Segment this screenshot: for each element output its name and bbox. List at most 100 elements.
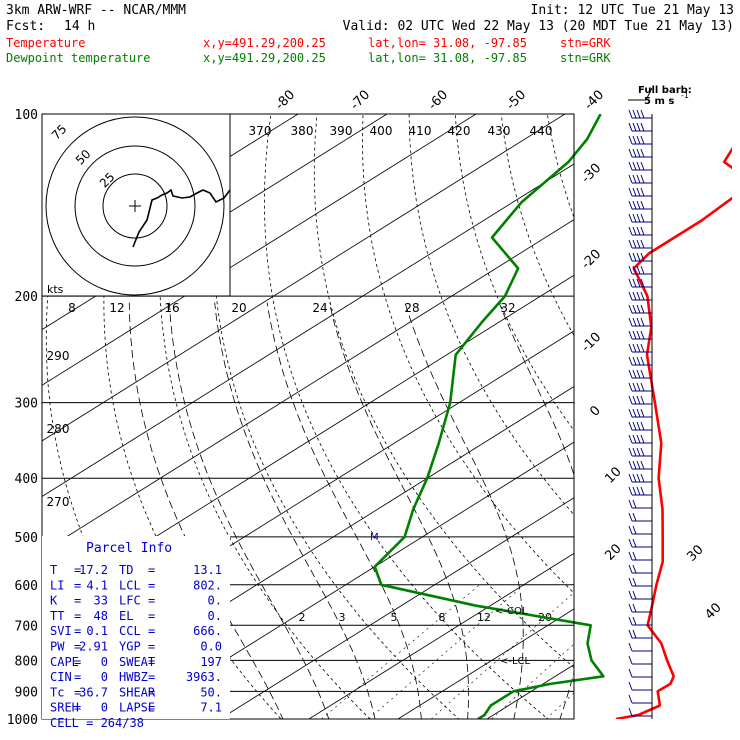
wind-barb xyxy=(628,408,652,418)
parcel-key: YGP xyxy=(119,640,141,654)
mixing-ratio-label: 3 xyxy=(339,611,346,624)
isotherm-label: -40 xyxy=(582,88,608,114)
parcel-equals: = xyxy=(148,685,155,699)
parcel-value: 17.2 xyxy=(79,563,108,577)
wind-barbs xyxy=(628,109,652,717)
parcel-equals: = xyxy=(148,563,155,577)
dewpoint-temperature-line xyxy=(373,114,605,719)
mixing-ratio-label: 12 xyxy=(477,611,491,624)
wind-barb xyxy=(628,486,652,496)
parcel-key: LFC xyxy=(119,594,141,608)
wind-barb xyxy=(628,551,652,561)
wind-barb xyxy=(628,187,652,197)
parcel-key: LCL xyxy=(119,578,141,592)
wind-barb xyxy=(628,538,652,548)
parcel-value: 33 xyxy=(94,594,108,608)
wind-barb xyxy=(628,564,652,574)
dry-adiabat xyxy=(0,114,22,732)
parcel-equals: = xyxy=(148,594,155,608)
parcel-equals: = xyxy=(148,655,155,669)
mixing-ratio-label: 32 xyxy=(500,301,515,315)
parcel-box-bg xyxy=(42,536,230,719)
theta-label: 290 xyxy=(47,349,70,363)
parcel-key: CCL xyxy=(119,624,141,638)
parcel-key: PW xyxy=(50,640,65,654)
parcel-equals: = xyxy=(74,624,81,638)
fcst-label: Fcst: xyxy=(6,19,45,34)
mixing-ratio-line xyxy=(491,643,574,719)
parcel-equals: = xyxy=(74,640,81,654)
parcel-equals: = xyxy=(74,594,81,608)
parcel-equals: = xyxy=(74,670,81,684)
isotherm-label: -60 xyxy=(426,88,452,114)
moist-adiabat xyxy=(128,302,284,719)
dry-adiabat xyxy=(212,114,460,719)
pressure-tick-label: 100 xyxy=(15,108,38,123)
parcel-equals: = xyxy=(74,701,81,715)
moist-adiabat xyxy=(689,303,740,732)
theta-label: 390 xyxy=(330,124,353,138)
wind-barb xyxy=(628,304,652,314)
parcel-key: CAPE xyxy=(50,655,79,669)
dry-adiabat xyxy=(313,114,574,669)
parcel-equals: = xyxy=(74,609,81,623)
dewpoint-legend-stn: stn=GRK xyxy=(560,51,611,65)
theta-label: 420 xyxy=(448,124,471,138)
parcel-key: EL xyxy=(119,609,133,623)
theta-label: 380 xyxy=(291,124,314,138)
isotherm-line xyxy=(42,114,566,442)
isotherm-label: 0 xyxy=(587,403,603,419)
dry-adiabat xyxy=(500,114,574,337)
wind-barb xyxy=(628,421,652,431)
parcel-equals: = xyxy=(74,655,81,669)
wind-barb xyxy=(628,395,652,405)
wind-barb xyxy=(628,512,652,522)
wind-barb xyxy=(628,642,652,652)
parcel-key: LI xyxy=(50,578,64,592)
wind-barb xyxy=(628,226,652,236)
isotherm-label: 40 xyxy=(702,600,724,622)
parcel-equals: = xyxy=(74,578,81,592)
isotherm-line xyxy=(42,114,477,386)
hodograph-ring xyxy=(45,116,225,296)
wind-barb xyxy=(628,603,652,613)
theta-label: 400 xyxy=(370,124,393,138)
hodograph-ring xyxy=(102,173,168,239)
dewpoint-legend-latlon: lat,lon= 31.08, -97.85 xyxy=(368,51,527,65)
isotherm-label: -70 xyxy=(348,88,374,114)
wind-barb xyxy=(628,148,652,158)
parcel-equals: = xyxy=(148,670,155,684)
m-marker: M xyxy=(370,532,379,543)
mixing-ratio-line xyxy=(545,692,574,719)
wind-barb xyxy=(628,343,652,353)
parcel-key: TD xyxy=(119,563,133,577)
dewpoint-legend-xy: x,y=491.29,200.25 xyxy=(203,51,326,65)
isotherm-label: -80 xyxy=(273,88,299,114)
temperature-legend-latlon: lat,lon= 31.08, -97.85 xyxy=(368,36,527,50)
barb-key-sup: -1 xyxy=(681,91,689,100)
isotherm-label: 10 xyxy=(602,464,624,486)
isotherm-line xyxy=(42,219,574,553)
mixing-ratio-label: 2 xyxy=(299,611,306,624)
isotherm-line xyxy=(42,274,574,609)
hodograph-trace xyxy=(132,188,231,248)
parcel-value: 0 xyxy=(101,701,108,715)
moist-adiabat xyxy=(214,302,376,719)
isotherm-label: -30 xyxy=(579,161,605,187)
temperature-line xyxy=(615,146,732,719)
isotherm-label: -50 xyxy=(504,88,530,114)
wind-barb xyxy=(628,200,652,210)
dewpoint-legend-label: Dewpoint temperature xyxy=(6,51,151,65)
isotherm-label: -10 xyxy=(579,330,605,356)
wind-barb xyxy=(628,252,652,262)
mixing-ratio-label: 20 xyxy=(231,301,246,315)
parcel-equals: = xyxy=(74,685,81,699)
dry-adiabat xyxy=(454,114,574,432)
pressure-tick-label: 300 xyxy=(15,397,38,412)
wind-barb xyxy=(628,525,652,535)
parcel-key: SVI xyxy=(50,624,72,638)
wind-barb xyxy=(628,122,652,132)
mixing-ratio-label: 8 xyxy=(439,611,446,624)
dry-adiabat xyxy=(686,114,740,732)
wind-barb xyxy=(628,174,652,184)
